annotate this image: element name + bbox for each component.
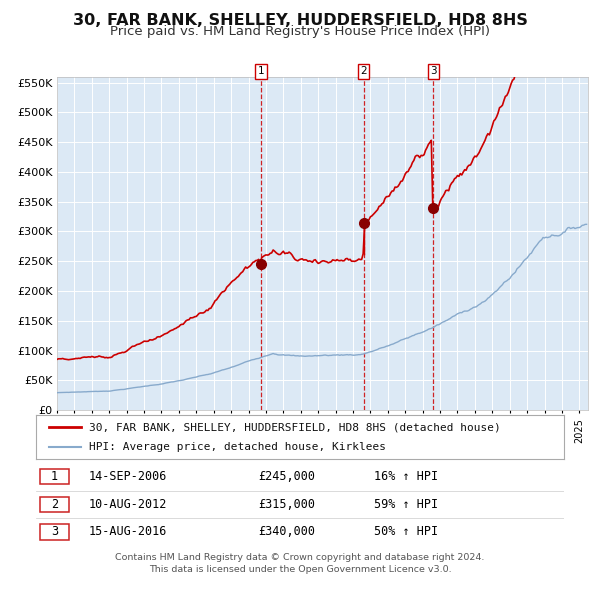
Text: 16% ↑ HPI: 16% ↑ HPI — [374, 470, 438, 483]
Text: £245,000: £245,000 — [258, 470, 315, 483]
Text: 3: 3 — [430, 66, 437, 76]
Text: 30, FAR BANK, SHELLEY, HUDDERSFIELD, HD8 8HS (detached house): 30, FAR BANK, SHELLEY, HUDDERSFIELD, HD8… — [89, 422, 500, 432]
Bar — [40, 470, 69, 484]
Text: £315,000: £315,000 — [258, 498, 315, 511]
Text: £340,000: £340,000 — [258, 526, 315, 539]
Text: 2: 2 — [360, 66, 367, 76]
Text: 1: 1 — [51, 470, 58, 483]
Text: HPI: Average price, detached house, Kirklees: HPI: Average price, detached house, Kirk… — [89, 442, 386, 451]
Text: Price paid vs. HM Land Registry's House Price Index (HPI): Price paid vs. HM Land Registry's House … — [110, 25, 490, 38]
Text: 15-AUG-2016: 15-AUG-2016 — [89, 526, 167, 539]
Text: 10-AUG-2012: 10-AUG-2012 — [89, 498, 167, 511]
Text: 2: 2 — [51, 498, 58, 511]
Bar — [40, 497, 69, 512]
Text: Contains HM Land Registry data © Crown copyright and database right 2024.: Contains HM Land Registry data © Crown c… — [115, 553, 485, 562]
Text: 3: 3 — [51, 526, 58, 539]
Text: 30, FAR BANK, SHELLEY, HUDDERSFIELD, HD8 8HS: 30, FAR BANK, SHELLEY, HUDDERSFIELD, HD8… — [73, 13, 527, 28]
Text: 59% ↑ HPI: 59% ↑ HPI — [374, 498, 438, 511]
Bar — [40, 525, 69, 539]
Text: This data is licensed under the Open Government Licence v3.0.: This data is licensed under the Open Gov… — [149, 565, 451, 574]
Text: 1: 1 — [257, 66, 264, 76]
Text: 50% ↑ HPI: 50% ↑ HPI — [374, 526, 438, 539]
Text: 14-SEP-2006: 14-SEP-2006 — [89, 470, 167, 483]
